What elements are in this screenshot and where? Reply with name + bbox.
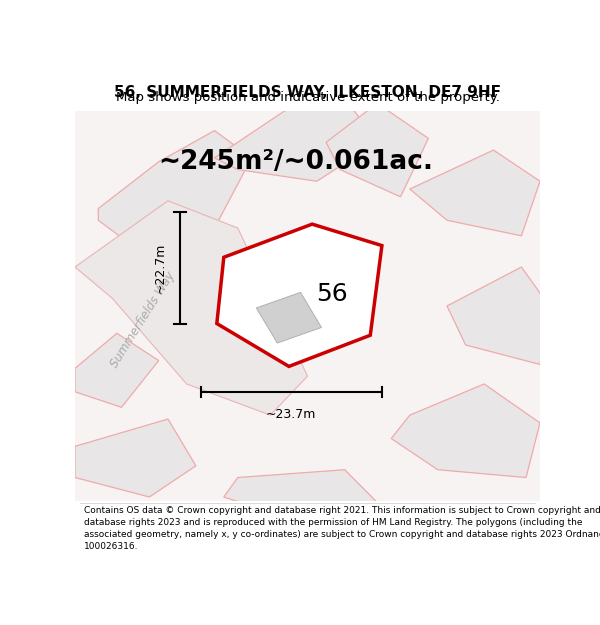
Text: Map shows position and indicative extent of the property.: Map shows position and indicative extent… — [116, 91, 499, 104]
Text: ~245m²/~0.061ac.: ~245m²/~0.061ac. — [158, 149, 433, 175]
Polygon shape — [75, 419, 196, 497]
Text: 56: 56 — [316, 282, 347, 306]
Polygon shape — [447, 267, 550, 364]
Text: Contains OS data © Crown copyright and database right 2021. This information is : Contains OS data © Crown copyright and d… — [84, 506, 600, 551]
Text: ~23.7m: ~23.7m — [266, 408, 316, 421]
Polygon shape — [256, 292, 322, 343]
Text: ~22.7m: ~22.7m — [154, 242, 167, 293]
Polygon shape — [326, 103, 428, 197]
Text: 56, SUMMERFIELDS WAY, ILKESTON, DE7 9HF: 56, SUMMERFIELDS WAY, ILKESTON, DE7 9HF — [114, 85, 501, 100]
Polygon shape — [98, 131, 252, 251]
Polygon shape — [75, 201, 308, 415]
Polygon shape — [217, 224, 382, 366]
Polygon shape — [410, 150, 540, 236]
Polygon shape — [75, 333, 158, 408]
Polygon shape — [391, 384, 540, 478]
Polygon shape — [215, 92, 377, 181]
Polygon shape — [224, 470, 391, 524]
Text: Summerfields Way: Summerfields Way — [107, 269, 177, 370]
